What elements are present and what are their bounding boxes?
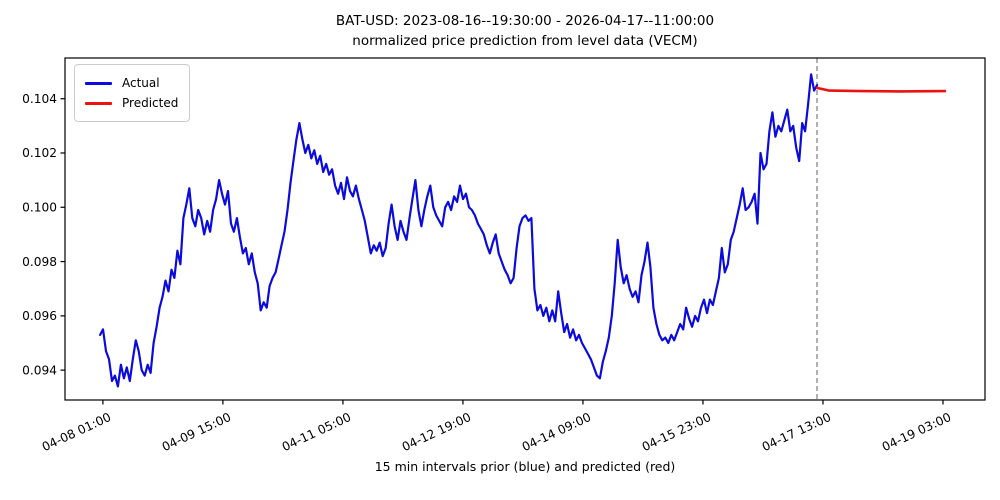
- axes-frame: [64, 57, 986, 401]
- actual-series-line: [98, 73, 819, 388]
- legend: Actual Predicted: [74, 64, 191, 122]
- legend-item-actual: Actual: [85, 73, 178, 93]
- legend-label-predicted: Predicted: [122, 96, 179, 110]
- x-tick-label: 04-12 19:00: [400, 410, 473, 454]
- legend-label-actual: Actual: [122, 76, 160, 90]
- y-tick-label: 0.096: [22, 309, 57, 323]
- x-tick-label: 04-15 23:00: [640, 410, 713, 454]
- y-tick-label: 0.098: [22, 255, 57, 269]
- x-tick-label: 04-19 03:00: [880, 410, 953, 454]
- chart-title: BAT-USD: 2023-08-16--19:30:00 - 2026-04-…: [65, 11, 985, 51]
- predicted-series-line: [815, 86, 947, 93]
- chart-title-line2: normalized price prediction from level d…: [352, 33, 698, 49]
- x-tick-label: 04-08 01:00: [40, 410, 113, 454]
- actual-line-swatch: [85, 81, 112, 85]
- y-tick-label: 0.102: [22, 146, 57, 160]
- x-axis-label: 15 min intervals prior (blue) and predic…: [374, 459, 676, 474]
- x-tick-label: 04-17 13:00: [760, 410, 833, 454]
- legend-item-predicted: Predicted: [85, 93, 178, 113]
- y-tick-label: 0.100: [22, 200, 57, 214]
- x-tick-label: 04-14 09:00: [520, 410, 593, 454]
- y-tick-label: 0.104: [22, 92, 57, 106]
- x-tick-label: 04-11 05:00: [280, 410, 353, 454]
- x-tick-label: 04-09 15:00: [160, 410, 233, 454]
- predicted-line-swatch: [85, 101, 112, 105]
- y-tick-label: 0.094: [22, 363, 57, 377]
- chart-title-line1: BAT-USD: 2023-08-16--19:30:00 - 2026-04-…: [335, 13, 715, 29]
